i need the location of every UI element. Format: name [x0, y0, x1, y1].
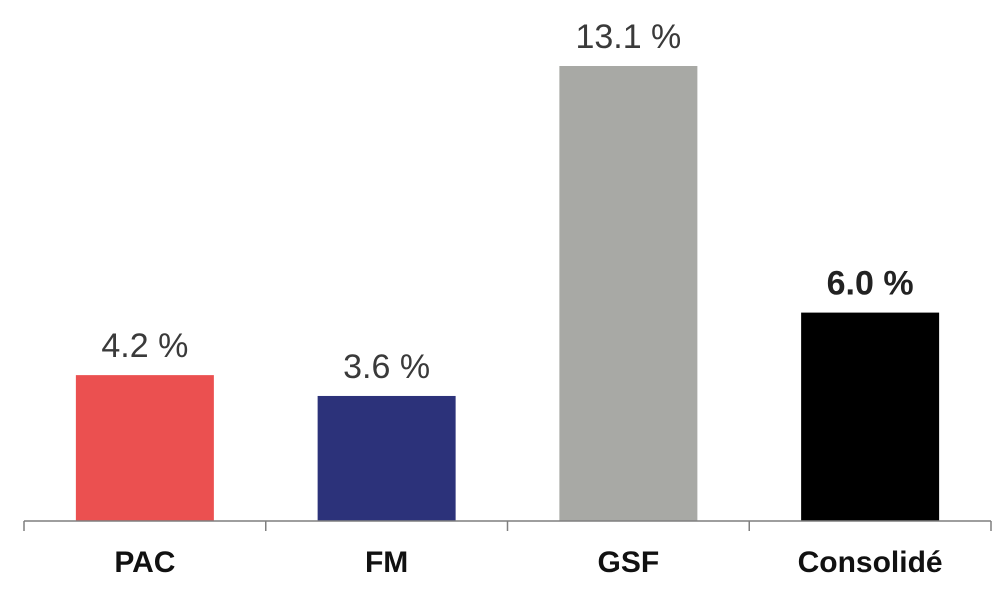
value-label: 3.6 %	[343, 348, 430, 386]
bar-pac	[75, 375, 214, 521]
category-labels-group: PAC FM GSF Consolidé	[114, 546, 942, 579]
category-label: GSF	[598, 546, 660, 579]
bar-fm	[317, 395, 456, 521]
category-label: PAC	[114, 546, 175, 579]
category-label: FM	[365, 546, 408, 579]
value-labels-group: 4.2 % 3.6 % 13.1 % 6.0 %	[101, 18, 913, 386]
value-label: 6.0 %	[827, 265, 914, 303]
value-label: 4.2 %	[101, 327, 188, 365]
x-axis-ticks	[23, 521, 992, 531]
bars-group	[75, 66, 940, 521]
bar-consolid-	[801, 312, 940, 521]
category-label: Consolidé	[798, 546, 943, 579]
bar-gsf	[559, 66, 698, 521]
value-label: 13.1 %	[575, 18, 681, 56]
